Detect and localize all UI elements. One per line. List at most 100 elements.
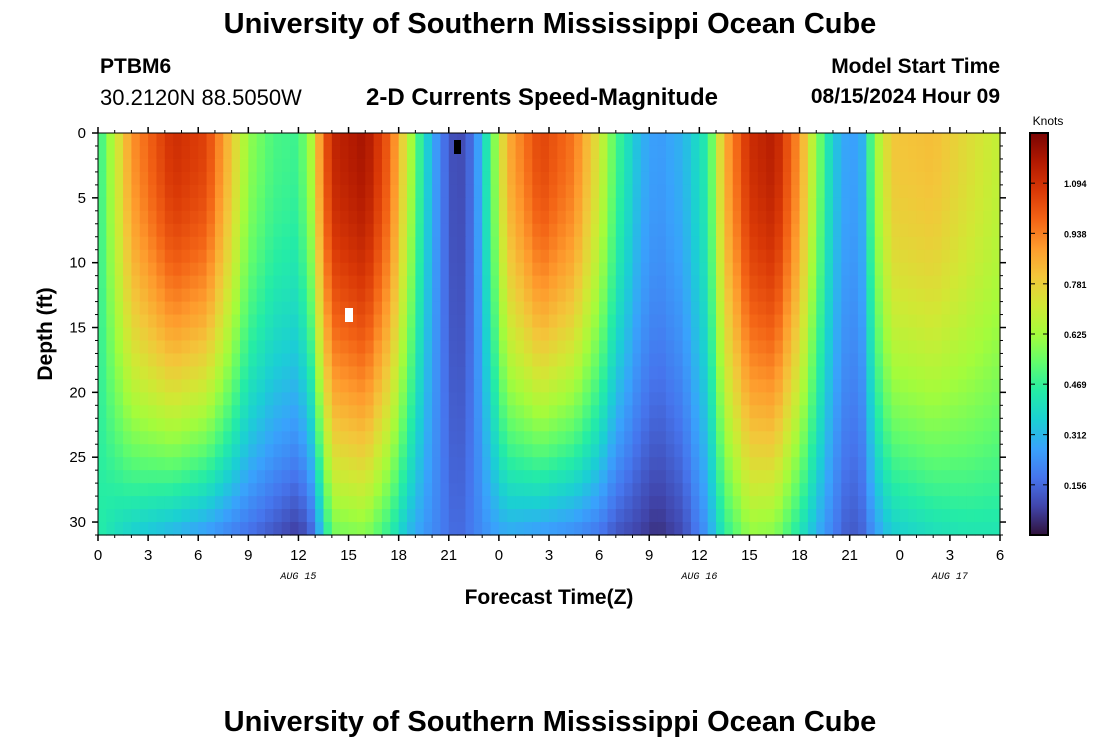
heat-cell xyxy=(924,327,934,342)
heat-cell xyxy=(356,145,366,160)
heat-cell xyxy=(181,133,191,147)
heat-cell xyxy=(239,405,249,419)
heat-cell xyxy=(757,171,767,186)
heat-cell xyxy=(189,470,199,484)
heat-cell xyxy=(640,249,650,264)
heat-cell xyxy=(933,145,943,160)
heat-cell xyxy=(365,223,375,238)
heat-cell xyxy=(732,379,742,393)
heat-cell xyxy=(356,133,366,147)
heat-cell xyxy=(423,223,433,238)
heat-cell xyxy=(490,301,500,316)
heat-cell xyxy=(423,431,433,445)
heat-cell xyxy=(265,133,274,147)
heat-cell xyxy=(824,275,834,290)
heat-cell xyxy=(832,509,842,523)
heat-cell xyxy=(473,509,483,523)
heat-cell xyxy=(540,171,550,186)
heat-cell xyxy=(507,133,517,147)
heat-cell xyxy=(674,483,684,497)
heat-cell xyxy=(640,301,650,316)
heat-cell xyxy=(557,392,567,406)
heat-cell xyxy=(139,392,149,406)
heat-cell xyxy=(891,288,901,303)
heat-cell xyxy=(774,444,784,458)
heat-cell xyxy=(824,133,834,147)
heat-cell xyxy=(515,171,525,186)
heat-cell xyxy=(348,210,358,225)
heat-cell xyxy=(448,483,458,497)
heat-cell xyxy=(883,133,893,147)
heat-cell xyxy=(381,496,391,510)
heat-cell xyxy=(373,340,383,355)
heat-cell xyxy=(983,197,993,212)
heat-cell xyxy=(607,353,617,368)
heat-cell xyxy=(407,145,416,160)
heat-cell xyxy=(231,379,241,393)
heat-cell xyxy=(974,496,984,510)
heat-cell xyxy=(699,483,709,497)
heat-cell xyxy=(223,314,233,329)
heat-cell xyxy=(665,210,675,225)
heat-cell xyxy=(173,353,183,368)
heat-cell xyxy=(214,249,224,264)
heat-cell xyxy=(908,470,918,484)
heat-cell xyxy=(924,236,934,251)
heat-cell xyxy=(699,522,709,536)
heat-cell xyxy=(716,353,725,368)
heat-cell xyxy=(949,366,959,380)
heat-cell xyxy=(256,210,266,225)
heat-cell xyxy=(415,509,425,523)
heat-cell xyxy=(624,158,634,173)
heat-cell xyxy=(799,444,809,458)
heat-cell xyxy=(498,249,508,264)
heat-cell xyxy=(832,483,842,497)
heat-cell xyxy=(123,522,133,536)
heat-cell xyxy=(198,366,208,380)
heat-cell xyxy=(532,249,542,264)
heat-cell xyxy=(373,327,383,342)
heat-cell xyxy=(390,353,400,368)
heat-cell xyxy=(365,275,375,290)
heat-cell xyxy=(974,457,984,471)
heat-cell xyxy=(649,496,659,510)
heat-cell xyxy=(398,353,408,368)
heat-cell xyxy=(832,223,842,238)
heat-cell xyxy=(164,392,174,406)
heat-cell xyxy=(156,197,166,212)
heat-cell xyxy=(824,457,834,471)
heat-cell xyxy=(523,133,533,147)
heat-cell xyxy=(682,340,692,355)
heat-cell xyxy=(114,301,124,316)
heat-cell xyxy=(390,496,400,510)
heat-cell xyxy=(799,236,809,251)
heat-cell xyxy=(958,133,968,147)
heat-cell xyxy=(858,470,867,484)
heat-cell xyxy=(782,496,792,510)
heat-cell xyxy=(331,249,341,264)
heat-cell xyxy=(916,340,926,355)
heat-cell xyxy=(398,431,408,445)
heat-cell xyxy=(457,379,467,393)
heat-cell xyxy=(131,444,141,458)
heat-cell xyxy=(699,301,709,316)
heat-cell xyxy=(766,340,776,355)
heat-cell xyxy=(356,249,366,264)
heat-cell xyxy=(173,392,183,406)
heat-cell xyxy=(908,392,918,406)
heat-cell xyxy=(423,444,433,458)
heat-cell xyxy=(732,496,742,510)
heatmap-cells xyxy=(98,133,1001,536)
heat-cell xyxy=(415,496,425,510)
heat-cell xyxy=(716,509,725,523)
heat-cell xyxy=(156,392,166,406)
heat-cell xyxy=(273,470,283,484)
heat-cell xyxy=(532,197,542,212)
heat-cell xyxy=(958,158,968,173)
heat-cell xyxy=(407,392,416,406)
heat-cell xyxy=(239,483,249,497)
heat-cell xyxy=(966,340,976,355)
heat-cell xyxy=(523,288,533,303)
heat-cell xyxy=(415,418,425,432)
heat-cell xyxy=(582,470,592,484)
